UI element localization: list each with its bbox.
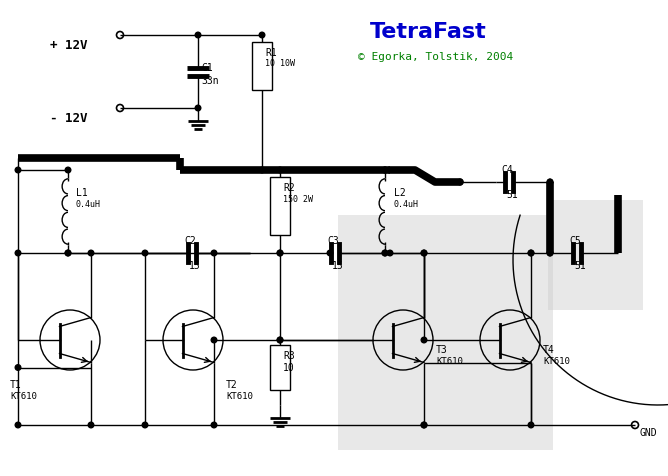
Text: T4: T4 xyxy=(543,345,554,355)
Circle shape xyxy=(259,32,265,38)
Circle shape xyxy=(382,250,388,256)
Text: R3: R3 xyxy=(283,351,295,361)
Circle shape xyxy=(457,179,463,185)
Text: C5: C5 xyxy=(569,236,580,246)
Circle shape xyxy=(422,422,427,428)
Circle shape xyxy=(15,422,21,428)
Circle shape xyxy=(547,250,553,256)
Text: C4: C4 xyxy=(501,165,513,175)
Circle shape xyxy=(195,105,201,111)
Text: © Egorka, Tolstik, 2004: © Egorka, Tolstik, 2004 xyxy=(358,52,513,62)
Text: 10: 10 xyxy=(283,363,295,373)
Text: 51: 51 xyxy=(574,261,586,271)
Circle shape xyxy=(277,337,283,343)
Circle shape xyxy=(277,167,283,173)
Circle shape xyxy=(422,250,427,256)
Text: R2: R2 xyxy=(283,183,295,193)
Circle shape xyxy=(65,167,71,173)
Circle shape xyxy=(277,250,283,256)
Circle shape xyxy=(422,337,427,343)
Circle shape xyxy=(15,365,21,370)
Circle shape xyxy=(211,422,217,428)
Circle shape xyxy=(547,179,553,185)
Text: T1: T1 xyxy=(10,380,22,390)
Text: 15: 15 xyxy=(189,261,201,271)
Bar xyxy=(270,345,290,390)
Circle shape xyxy=(277,250,283,256)
Circle shape xyxy=(422,250,427,256)
Text: 15: 15 xyxy=(332,261,344,271)
Circle shape xyxy=(277,337,283,343)
Circle shape xyxy=(422,422,427,428)
Circle shape xyxy=(387,250,393,256)
Text: KT610: KT610 xyxy=(226,392,253,401)
Text: T2: T2 xyxy=(226,380,238,390)
Text: 150 2W: 150 2W xyxy=(283,195,313,204)
Text: C2: C2 xyxy=(184,236,196,246)
Text: T3: T3 xyxy=(436,345,448,355)
Circle shape xyxy=(88,250,94,256)
Text: TetraFast: TetraFast xyxy=(370,22,487,42)
Circle shape xyxy=(15,250,21,256)
Text: 51: 51 xyxy=(506,190,518,200)
Circle shape xyxy=(259,167,265,173)
Text: L2: L2 xyxy=(394,188,405,198)
Text: - 12V: - 12V xyxy=(50,112,88,125)
Circle shape xyxy=(88,422,94,428)
Circle shape xyxy=(211,337,217,343)
Circle shape xyxy=(547,179,553,185)
Circle shape xyxy=(528,250,534,256)
Circle shape xyxy=(382,167,388,173)
Text: + 12V: + 12V xyxy=(50,39,88,52)
Circle shape xyxy=(382,250,388,256)
Text: C3: C3 xyxy=(327,236,339,246)
Circle shape xyxy=(142,422,148,428)
Bar xyxy=(270,177,290,235)
Circle shape xyxy=(327,250,333,256)
Circle shape xyxy=(528,422,534,428)
Text: 10 10W: 10 10W xyxy=(265,59,295,68)
Circle shape xyxy=(195,32,201,38)
Text: C1: C1 xyxy=(201,63,212,73)
Circle shape xyxy=(15,167,21,173)
Text: KT610: KT610 xyxy=(543,357,570,366)
Bar xyxy=(252,42,272,90)
Text: KT610: KT610 xyxy=(10,392,37,401)
Circle shape xyxy=(65,250,71,256)
Text: L1: L1 xyxy=(76,188,88,198)
Text: GND: GND xyxy=(640,428,657,438)
Text: KT610: KT610 xyxy=(436,357,463,366)
Text: R1: R1 xyxy=(265,48,277,58)
Circle shape xyxy=(528,250,534,256)
Bar xyxy=(338,215,553,450)
Bar xyxy=(548,200,643,310)
Circle shape xyxy=(547,250,553,256)
Circle shape xyxy=(211,250,217,256)
Text: 0.4uH: 0.4uH xyxy=(394,200,419,209)
Text: 33n: 33n xyxy=(201,76,218,86)
Circle shape xyxy=(382,167,388,173)
Circle shape xyxy=(65,250,71,256)
Text: 0.4uH: 0.4uH xyxy=(76,200,101,209)
Circle shape xyxy=(142,250,148,256)
